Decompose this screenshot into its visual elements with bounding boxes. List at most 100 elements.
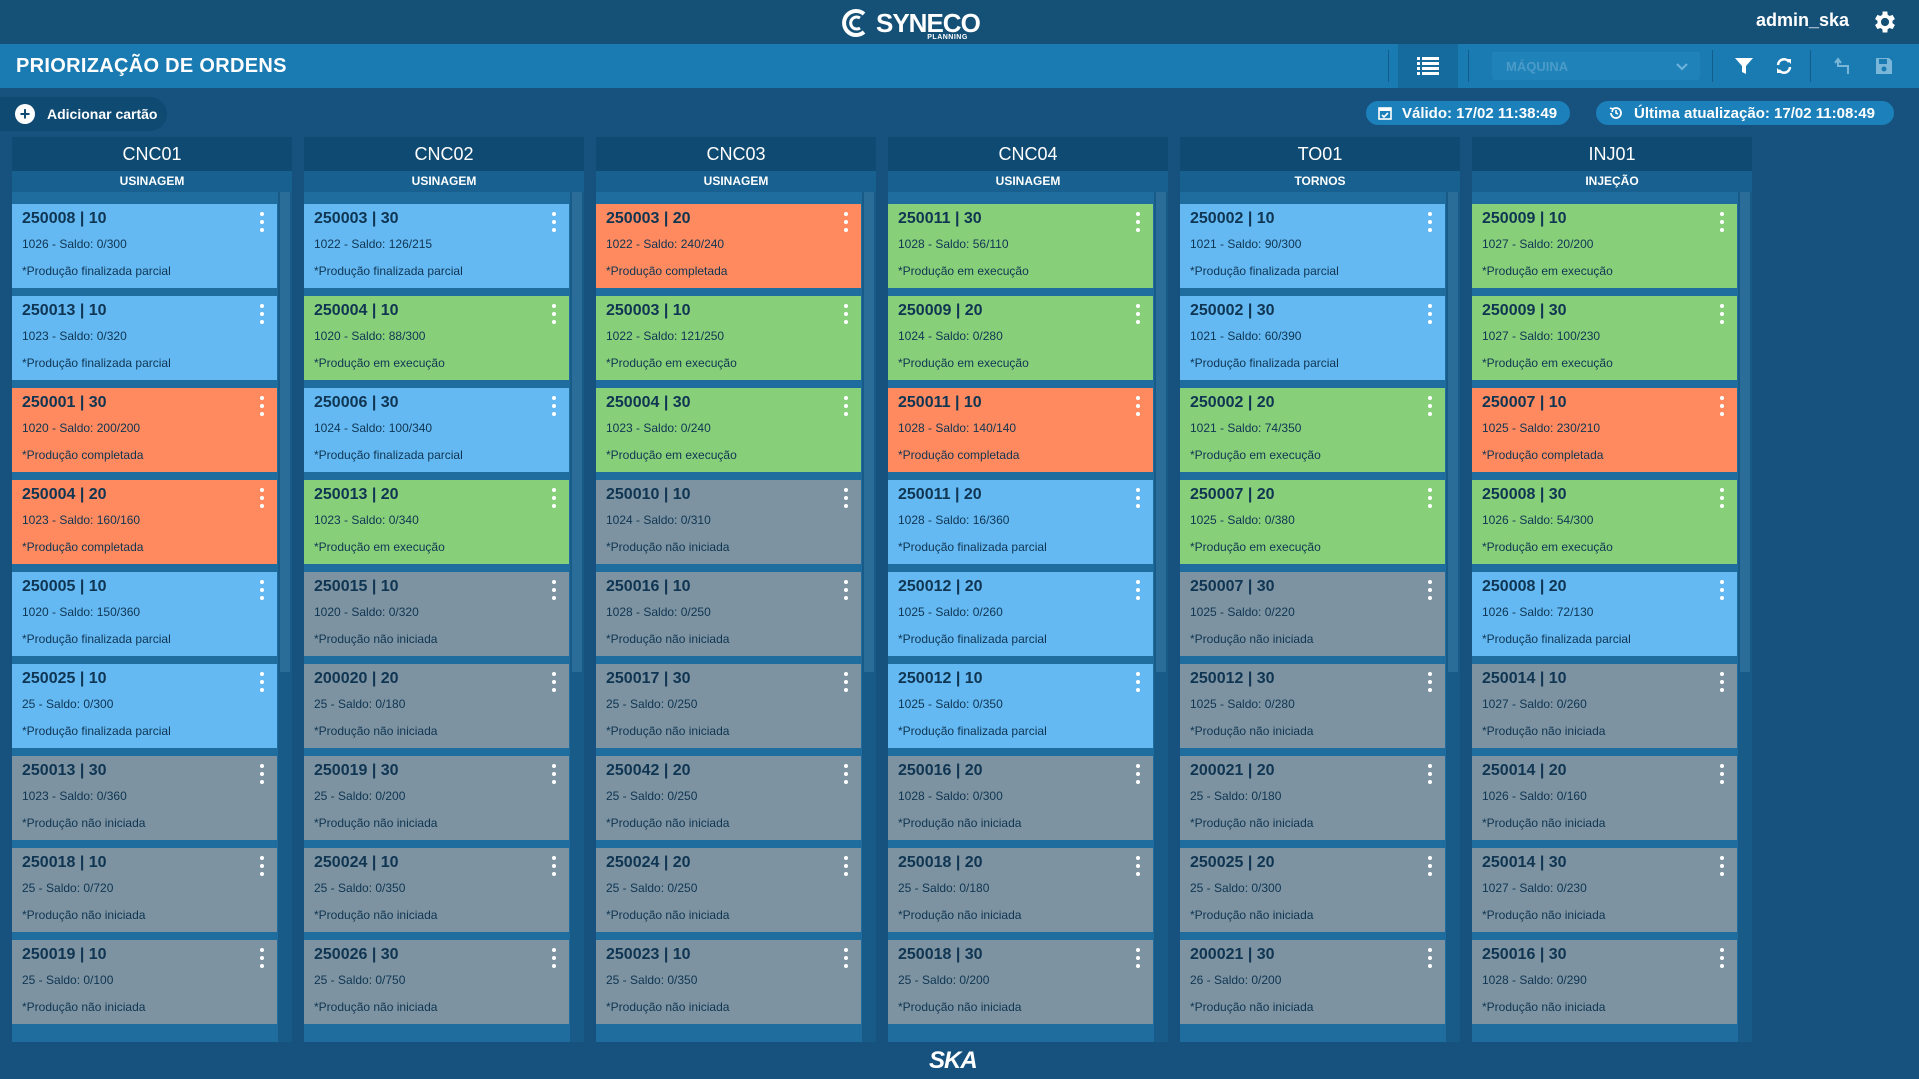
kebab-menu-icon[interactable] <box>1135 396 1141 416</box>
order-card[interactable]: 250013 | 20 1023 - Saldo: 0/340 *Produção … <box>304 480 569 564</box>
order-card[interactable]: 250012 | 20 1025 - Saldo: 0/260 *Produção … <box>888 572 1153 656</box>
kebab-menu-icon[interactable] <box>1719 304 1725 324</box>
order-card[interactable]: 250014 | 20 1026 - Saldo: 0/160 *Produção … <box>1472 756 1737 840</box>
kebab-menu-icon[interactable] <box>1719 212 1725 232</box>
kebab-menu-icon[interactable] <box>259 304 265 324</box>
order-card[interactable]: 250024 | 20 25 - Saldo: 0/250 *Produção nã… <box>596 848 861 932</box>
order-card[interactable]: 250002 | 30 1021 - Saldo: 60/390 *Produção… <box>1180 296 1445 380</box>
kebab-menu-icon[interactable] <box>1719 764 1725 784</box>
order-card[interactable]: 250008 | 20 1026 - Saldo: 72/130 *Produção… <box>1472 572 1737 656</box>
order-card[interactable]: 250002 | 20 1021 - Saldo: 74/350 *Produção… <box>1180 388 1445 472</box>
order-card[interactable]: 250006 | 30 1024 - Saldo: 100/340 *Produçã… <box>304 388 569 472</box>
kebab-menu-icon[interactable] <box>1427 672 1433 692</box>
kebab-menu-icon[interactable] <box>1427 856 1433 876</box>
order-card[interactable]: 250003 | 10 1022 - Saldo: 121/250 *Produçã… <box>596 296 861 380</box>
column-scrollbar[interactable] <box>570 192 584 1042</box>
kebab-menu-icon[interactable] <box>1135 212 1141 232</box>
kebab-menu-icon[interactable] <box>259 856 265 876</box>
order-card[interactable]: 250001 | 30 1020 - Saldo: 200/200 *Produçã… <box>12 388 277 472</box>
kebab-menu-icon[interactable] <box>1427 212 1433 232</box>
kebab-menu-icon[interactable] <box>1427 304 1433 324</box>
order-card[interactable]: 250008 | 30 1026 - Saldo: 54/300 *Produção… <box>1472 480 1737 564</box>
kebab-menu-icon[interactable] <box>259 396 265 416</box>
order-card[interactable]: 250009 | 10 1027 - Saldo: 20/200 *Produção… <box>1472 204 1737 288</box>
order-card[interactable]: 250024 | 10 25 - Saldo: 0/350 *Produção nã… <box>304 848 569 932</box>
kebab-menu-icon[interactable] <box>1427 396 1433 416</box>
kebab-menu-icon[interactable] <box>1135 580 1141 600</box>
order-card[interactable]: 250042 | 20 25 - Saldo: 0/250 *Produção nã… <box>596 756 861 840</box>
kebab-menu-icon[interactable] <box>843 396 849 416</box>
order-card[interactable]: 250003 | 20 1022 - Saldo: 240/240 *Produçã… <box>596 204 861 288</box>
kebab-menu-icon[interactable] <box>551 396 557 416</box>
scrollbar-thumb[interactable] <box>1156 192 1166 672</box>
scrollbar-thumb[interactable] <box>1448 192 1458 672</box>
order-card[interactable]: 250007 | 10 1025 - Saldo: 230/210 *Produçã… <box>1472 388 1737 472</box>
refresh-button[interactable] <box>1772 54 1796 78</box>
filter-button[interactable] <box>1732 54 1756 78</box>
scrollbar-thumb[interactable] <box>1740 192 1750 672</box>
order-card[interactable]: 250014 | 10 1027 - Saldo: 0/260 *Produção … <box>1472 664 1737 748</box>
list-view-button[interactable] <box>1398 44 1458 88</box>
kebab-menu-icon[interactable] <box>1719 948 1725 968</box>
column-scrollbar[interactable] <box>278 192 292 1042</box>
order-card[interactable]: 200020 | 20 25 - Saldo: 0/180 *Produção nã… <box>304 664 569 748</box>
save-button[interactable] <box>1872 54 1896 78</box>
column-scrollbar[interactable] <box>1738 192 1752 1042</box>
order-card[interactable]: 250018 | 10 25 - Saldo: 0/720 *Produção nã… <box>12 848 277 932</box>
undo-button[interactable] <box>1832 54 1856 78</box>
kebab-menu-icon[interactable] <box>551 488 557 508</box>
order-card[interactable]: 200021 | 30 26 - Saldo: 0/200 *Produção nã… <box>1180 940 1445 1024</box>
order-card[interactable]: 250014 | 30 1027 - Saldo: 0/230 *Produção … <box>1472 848 1737 932</box>
order-card[interactable]: 250007 | 30 1025 - Saldo: 0/220 *Produção … <box>1180 572 1445 656</box>
kebab-menu-icon[interactable] <box>1427 580 1433 600</box>
order-card[interactable]: 250018 | 20 25 - Saldo: 0/180 *Produção nã… <box>888 848 1153 932</box>
kebab-menu-icon[interactable] <box>1427 948 1433 968</box>
column-scrollbar[interactable] <box>862 192 876 1042</box>
order-card[interactable]: 250012 | 10 1025 - Saldo: 0/350 *Produção … <box>888 664 1153 748</box>
order-card[interactable]: 250004 | 20 1023 - Saldo: 160/160 *Produçã… <box>12 480 277 564</box>
order-card[interactable]: 250016 | 20 1028 - Saldo: 0/300 *Produção … <box>888 756 1153 840</box>
kebab-menu-icon[interactable] <box>1135 948 1141 968</box>
order-card[interactable]: 250004 | 10 1020 - Saldo: 88/300 *Produção… <box>304 296 569 380</box>
gear-icon[interactable] <box>1871 8 1899 36</box>
kebab-menu-icon[interactable] <box>1719 580 1725 600</box>
order-card[interactable]: 250003 | 30 1022 - Saldo: 126/215 *Produçã… <box>304 204 569 288</box>
kebab-menu-icon[interactable] <box>259 212 265 232</box>
kebab-menu-icon[interactable] <box>843 488 849 508</box>
kebab-menu-icon[interactable] <box>259 948 265 968</box>
order-card[interactable]: 250008 | 10 1026 - Saldo: 0/300 *Produção … <box>12 204 277 288</box>
order-card[interactable]: 200021 | 20 25 - Saldo: 0/180 *Produção nã… <box>1180 756 1445 840</box>
kebab-menu-icon[interactable] <box>551 304 557 324</box>
order-card[interactable]: 250019 | 10 25 - Saldo: 0/100 *Produção nã… <box>12 940 277 1024</box>
order-card[interactable]: 250019 | 30 25 - Saldo: 0/200 *Produção nã… <box>304 756 569 840</box>
kebab-menu-icon[interactable] <box>551 856 557 876</box>
kebab-menu-icon[interactable] <box>843 856 849 876</box>
username[interactable]: admin_ska <box>1755 10 1849 30</box>
kebab-menu-icon[interactable] <box>1135 764 1141 784</box>
kebab-menu-icon[interactable] <box>1719 856 1725 876</box>
order-card[interactable]: 250009 | 30 1027 - Saldo: 100/230 *Produçã… <box>1472 296 1737 380</box>
kebab-menu-icon[interactable] <box>551 212 557 232</box>
kebab-menu-icon[interactable] <box>843 212 849 232</box>
kebab-menu-icon[interactable] <box>1719 488 1725 508</box>
kebab-menu-icon[interactable] <box>551 764 557 784</box>
order-card[interactable]: 250016 | 10 1028 - Saldo: 0/250 *Produção … <box>596 572 861 656</box>
order-card[interactable]: 250017 | 30 25 - Saldo: 0/250 *Produção nã… <box>596 664 861 748</box>
kebab-menu-icon[interactable] <box>259 672 265 692</box>
kebab-menu-icon[interactable] <box>259 580 265 600</box>
order-card[interactable]: 250009 | 20 1024 - Saldo: 0/280 *Produção … <box>888 296 1153 380</box>
kebab-menu-icon[interactable] <box>843 304 849 324</box>
order-card[interactable]: 250005 | 10 1020 - Saldo: 150/360 *Produçã… <box>12 572 277 656</box>
kebab-menu-icon[interactable] <box>1135 856 1141 876</box>
order-card[interactable]: 250011 | 10 1028 - Saldo: 140/140 *Produçã… <box>888 388 1153 472</box>
kebab-menu-icon[interactable] <box>1427 488 1433 508</box>
order-card[interactable]: 250010 | 10 1024 - Saldo: 0/310 *Produção … <box>596 480 861 564</box>
kebab-menu-icon[interactable] <box>551 672 557 692</box>
kebab-menu-icon[interactable] <box>1719 672 1725 692</box>
add-card-button[interactable]: + Adicionar cartão <box>0 97 167 131</box>
order-card[interactable]: 250012 | 30 1025 - Saldo: 0/280 *Produção … <box>1180 664 1445 748</box>
kebab-menu-icon[interactable] <box>1719 396 1725 416</box>
kebab-menu-icon[interactable] <box>551 580 557 600</box>
kebab-menu-icon[interactable] <box>259 764 265 784</box>
order-card[interactable]: 250025 | 10 25 - Saldo: 0/300 *Produção fi… <box>12 664 277 748</box>
